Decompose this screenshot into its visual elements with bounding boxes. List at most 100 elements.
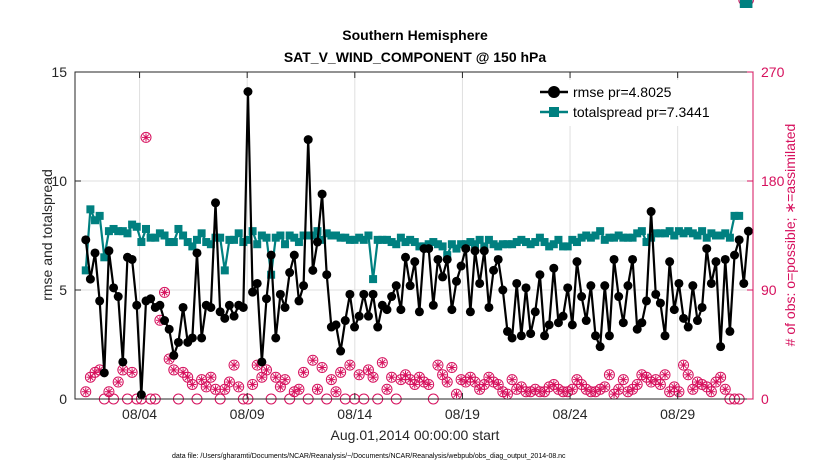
- obs-assimilated-marker: [128, 368, 137, 377]
- totalspread-point: [276, 231, 285, 240]
- obs-assimilated-marker: [271, 373, 280, 382]
- totalspread-point: [142, 224, 151, 233]
- rmse-point: [609, 254, 619, 264]
- rmse-point: [387, 292, 397, 302]
- asterisk-stroke: [184, 374, 191, 381]
- asterisk-stroke: [115, 378, 122, 386]
- totalspread-point: [151, 233, 160, 242]
- totalspread-point: [253, 240, 262, 249]
- obs-possible-marker: [311, 383, 323, 395]
- totalspread-point: [225, 235, 234, 244]
- rmse-point: [618, 318, 628, 328]
- asterisk-stroke: [142, 134, 150, 141]
- rmse-point: [674, 278, 684, 288]
- asterisk-stroke: [661, 371, 669, 378]
- obs-possible-marker: [423, 378, 435, 390]
- footnote: data file: /Users/gharamti/Documents/NCA…: [172, 453, 566, 460]
- obs-assimilated-marker: [294, 385, 303, 394]
- totalspread-point: [355, 233, 364, 242]
- obs-assimilated-marker: [508, 375, 517, 384]
- totalspread-point: [605, 233, 614, 242]
- asterisk-stroke: [717, 374, 724, 381]
- asterisk-stroke: [379, 359, 386, 366]
- asterisk-stroke: [495, 381, 502, 388]
- rmse-point: [401, 252, 411, 262]
- asterisk-stroke: [671, 383, 678, 391]
- rmse-point: [586, 281, 596, 291]
- obs-assimilated-marker: [345, 361, 354, 370]
- totalspread-point: [406, 235, 415, 244]
- rmse-point: [238, 302, 248, 312]
- obs-assimilated-marker: [568, 385, 577, 394]
- totalspread-point: [674, 227, 683, 236]
- totalspread-point: [744, 0, 753, 8]
- rmse-point: [266, 250, 276, 260]
- asterisk-stroke: [221, 386, 228, 393]
- rmse-point: [345, 289, 355, 299]
- obs-possible-marker: [228, 359, 240, 371]
- y-axis-left: 0 5 10 15: [51, 64, 81, 407]
- obs-assimilated-marker: [628, 385, 637, 394]
- obs-possible-marker: [330, 386, 342, 398]
- obs-assimilated-marker: [619, 375, 628, 384]
- totalspread-point: [197, 229, 206, 238]
- y-right-tick-label: 270: [761, 64, 785, 80]
- rmse-point: [442, 254, 452, 264]
- obs-possible-marker: [432, 359, 444, 371]
- rmse-point: [340, 316, 350, 326]
- totalspread-point: [174, 224, 183, 233]
- rmse-point: [299, 281, 309, 291]
- asterisk-stroke: [309, 357, 317, 364]
- rmse-point: [577, 292, 587, 302]
- rmse-point: [734, 235, 744, 245]
- asterisk-stroke: [629, 386, 636, 393]
- totalspread-point: [614, 231, 623, 240]
- totalspread-point: [535, 233, 544, 242]
- totalspread-point: [359, 235, 368, 244]
- totalspread-point: [285, 231, 294, 240]
- rmse-point: [679, 313, 689, 323]
- obs-possible-marker: [446, 362, 458, 374]
- rmse-point: [498, 285, 508, 295]
- rmse-point: [702, 244, 712, 254]
- rmse-point: [451, 276, 461, 286]
- obs-assimilated-marker: [424, 380, 433, 389]
- totalspread-point: [582, 231, 591, 240]
- obs-assimilated-marker: [503, 390, 512, 399]
- obs-assimilated-marker: [313, 385, 322, 394]
- asterisk-stroke: [606, 371, 613, 378]
- rmse-point: [479, 246, 489, 256]
- rmse-point: [99, 368, 109, 378]
- asterisk-stroke: [578, 381, 585, 388]
- y-right-tick-label: 0: [761, 391, 769, 407]
- totalspread-point: [183, 238, 192, 247]
- rmse-point: [257, 357, 267, 367]
- asterisk-stroke: [573, 376, 581, 383]
- totalspread-point: [735, 211, 744, 220]
- rmse-point: [248, 287, 258, 297]
- rmse-point: [211, 198, 221, 208]
- obs-assimilated-marker: [234, 382, 243, 391]
- totalspread-point: [508, 240, 517, 249]
- obs-assimilated-marker: [104, 387, 113, 396]
- totalspread-point: [707, 229, 716, 238]
- asterisk-stroke: [615, 386, 622, 393]
- obs-assimilated-marker: [679, 361, 688, 370]
- totalspread-point: [100, 253, 109, 262]
- legend: rmse pr=4.8025 totalspread pr=7.3441: [528, 80, 746, 126]
- asterisk-stroke: [198, 376, 205, 383]
- obs-assimilated-marker: [160, 288, 169, 297]
- rmse-point: [104, 246, 114, 256]
- obs-possible-marker: [654, 378, 666, 390]
- obs-assimilated-marker: [661, 370, 670, 379]
- rmse-point: [535, 270, 545, 280]
- totalspread-point: [559, 242, 568, 251]
- totalspread-point: [549, 240, 558, 249]
- obs-assimilated-marker: [452, 390, 461, 399]
- asterisk-stroke: [263, 366, 270, 374]
- totalspread-point: [693, 231, 702, 240]
- asterisk-stroke: [105, 388, 113, 395]
- legend-box: [528, 80, 746, 126]
- obs-assimilated-marker: [327, 375, 336, 384]
- legend-rmse-marker: [548, 86, 560, 98]
